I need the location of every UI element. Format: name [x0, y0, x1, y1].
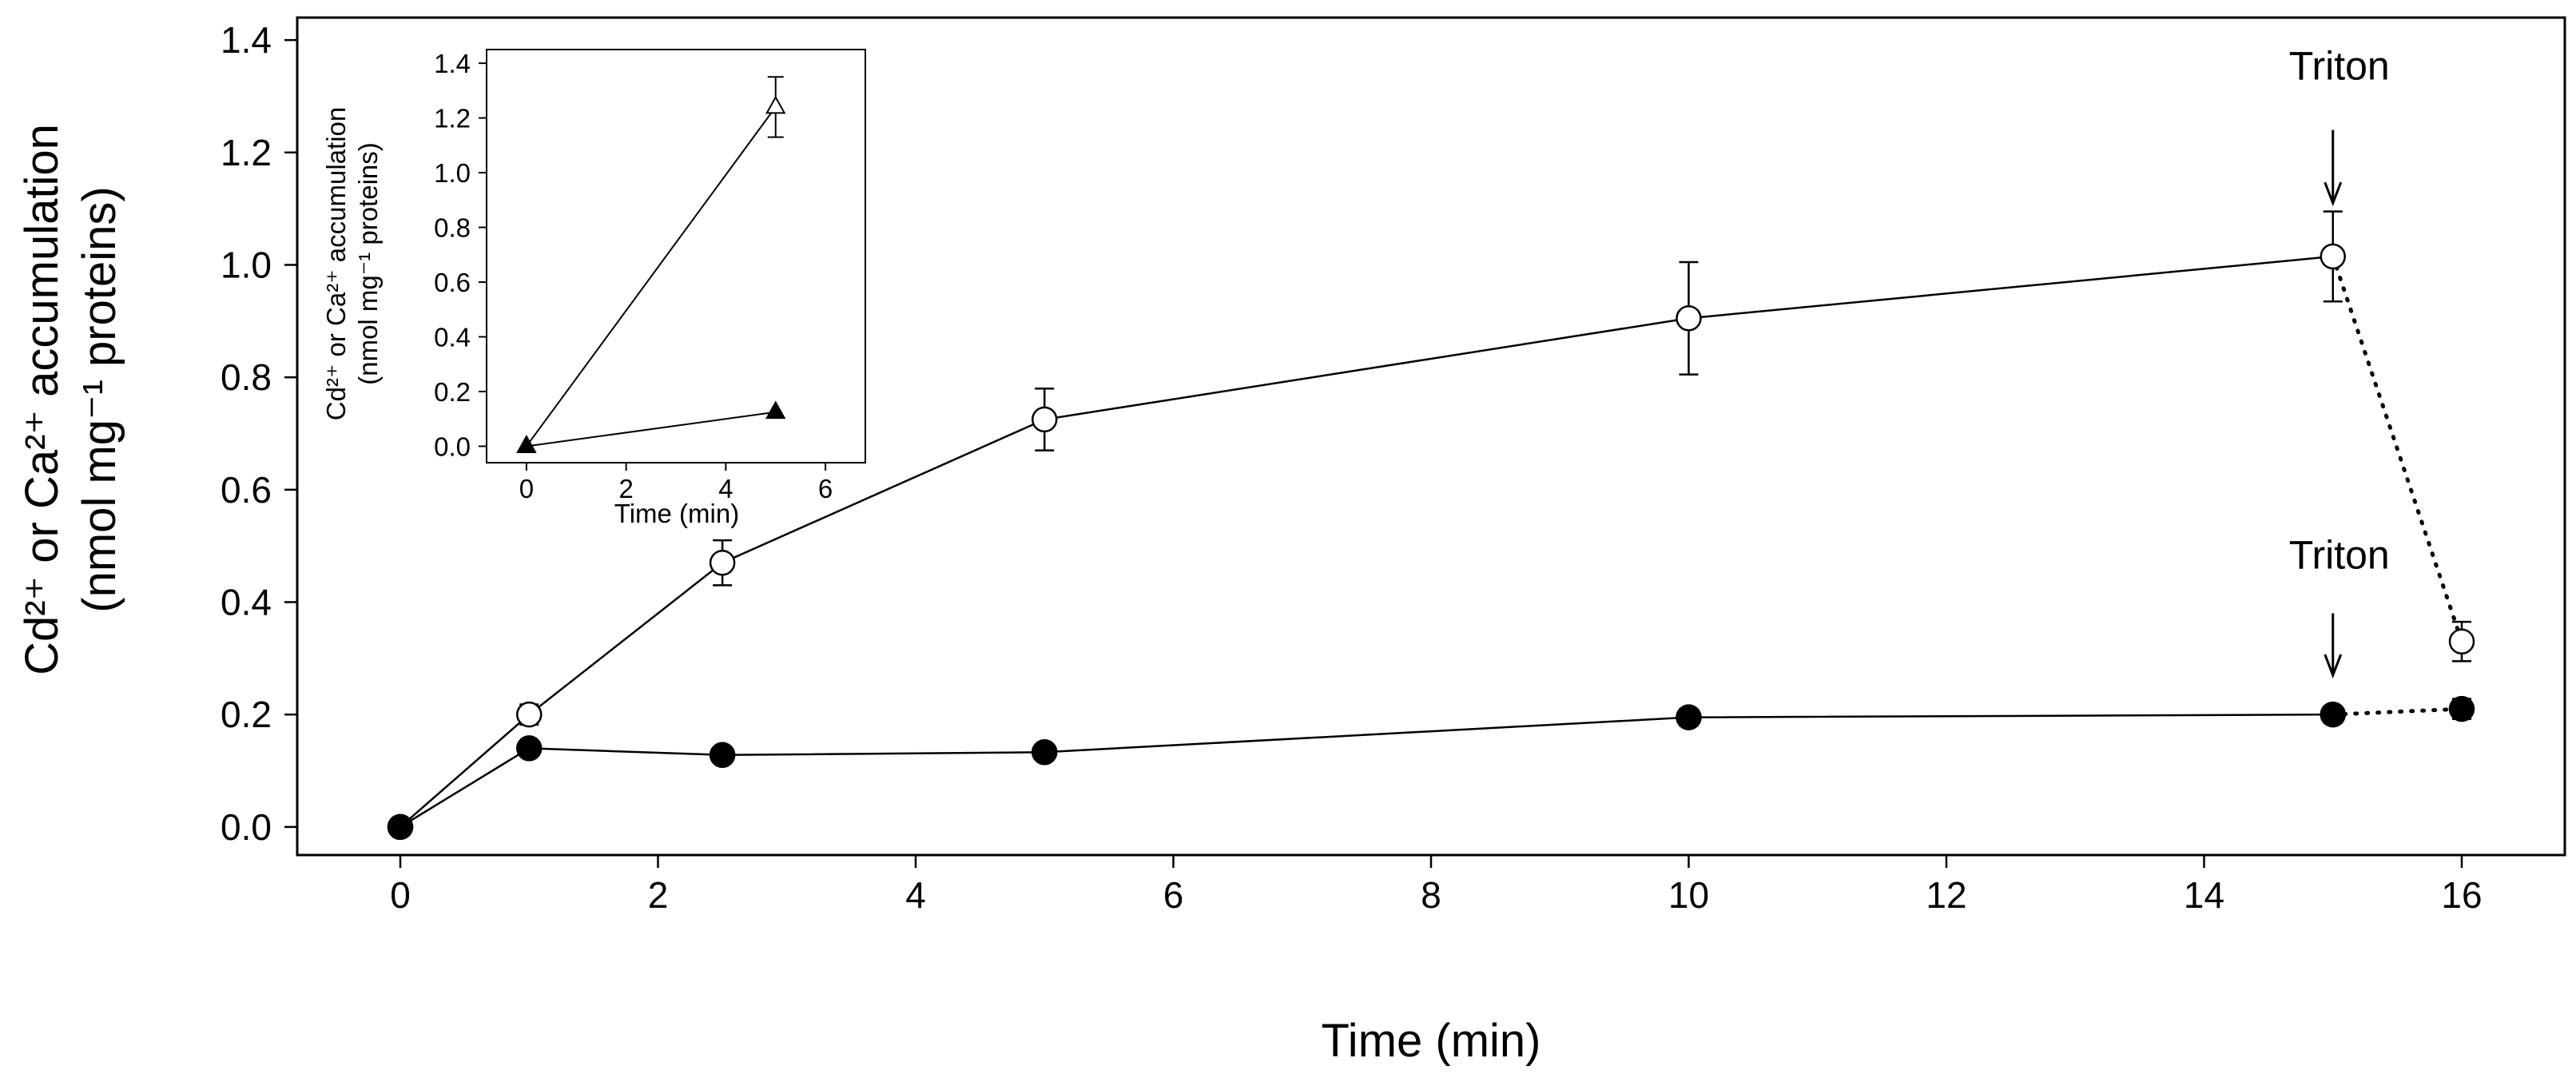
main-point-open-circle — [2320, 243, 2346, 270]
inset-y-tick-label: 0.0 — [434, 432, 471, 461]
main-series-line — [2331, 254, 2464, 644]
main-point-open-circle — [1032, 406, 1058, 433]
main-x-tick-label: 4 — [905, 874, 926, 916]
main-point-filled-circle — [516, 735, 543, 762]
main-y-tick-label: 0.8 — [221, 356, 272, 398]
main-y-tick-label: 1.2 — [221, 132, 272, 173]
inset-y-tick-label: 1.4 — [434, 49, 471, 78]
main-y-tick-label: 0.4 — [221, 581, 272, 623]
inset-x-tick-label: 4 — [718, 474, 733, 503]
main-point-filled-circle — [2320, 701, 2346, 728]
main-x-tick-label: 2 — [648, 874, 669, 916]
main-series-line — [2331, 706, 2464, 717]
main-y-axis-title-line2: (nmol mg⁻¹ proteins) — [74, 186, 125, 612]
main-y-axis-title-line1: Cd²⁺ or Ca²⁺ accumulation — [16, 124, 68, 675]
main-point-filled-circle — [709, 742, 736, 769]
inset-point-filled-triangle — [516, 435, 537, 453]
main-x-tick-label: 12 — [1926, 874, 1966, 916]
main-chart: 0 2 4 6 8 10 12 14 16 0.0 0.2 0.4 0.6 0.8 1.0 1.2 1.4 Tr… — [16, 16, 2566, 1067]
inset-point-open-triangle — [765, 95, 786, 114]
inset-series-line — [526, 106, 777, 448]
main-x-tick-label: 10 — [1668, 874, 1709, 916]
main-axes: 0 2 4 6 8 10 12 14 16 0.0 0.2 0.4 0.6 0.8 1.0 1.2 1.4 — [221, 19, 2483, 916]
main-y-tick-label: 0.0 — [221, 806, 272, 848]
main-point-filled-circle — [387, 813, 414, 841]
main-point-open-circle — [709, 550, 736, 576]
inset-y-tick-label: 0.6 — [434, 268, 471, 297]
main-x-tick-label: 14 — [2184, 874, 2224, 916]
main-point-open-circle — [2448, 628, 2475, 654]
main-y-tick-label: 1.4 — [221, 19, 272, 61]
main-y-tick-label: 0.6 — [221, 469, 272, 511]
main-series-line — [400, 255, 2333, 828]
triton-label: Triton — [2289, 43, 2390, 88]
inset-x-tick-label: 2 — [618, 474, 633, 503]
main-point-filled-circle — [1676, 704, 1702, 730]
inset-x-axis-title: Time (min) — [614, 499, 739, 528]
main-y-tick-label: 0.2 — [221, 694, 272, 735]
inset-y-tick-label: 0.2 — [434, 377, 471, 407]
main-x-axis-title: Time (min) — [1322, 1015, 1541, 1067]
inset-series-layer — [516, 76, 786, 453]
main-point-filled-circle — [1032, 739, 1058, 766]
inset-y-tick-label: 0.8 — [434, 213, 471, 243]
inset-y-axis-title-line1: Cd²⁺ or Ca²⁺ accumulation — [321, 107, 351, 420]
main-x-tick-label: 6 — [1163, 874, 1184, 916]
inset-y-tick-label: 1.0 — [434, 158, 471, 188]
inset-y-tick-label: 0.4 — [434, 323, 471, 352]
inset-y-axis-title-line2: (nmol mg⁻¹ proteins) — [353, 142, 383, 385]
triton-arrow-head — [2324, 181, 2343, 207]
inset-y-axis-title: Cd²⁺ or Ca²⁺ accumulation (nmol mg⁻¹ pro… — [321, 107, 383, 420]
main-series-layer — [387, 210, 2475, 841]
main-y-axis-title: Cd²⁺ or Ca²⁺ accumulation (nmol mg⁻¹ pro… — [16, 124, 125, 675]
main-plot-frame — [296, 16, 2566, 857]
main-annotations: Triton Triton — [2289, 43, 2390, 679]
inset-axes: 0 2 4 6 0.0 0.2 0.4 0.6 0.8 1.0 1.2 1.4 — [434, 49, 833, 503]
inset-point-filled-triangle — [765, 400, 786, 420]
main-x-tick-label: 16 — [2441, 874, 2482, 916]
main-y-tick-label: 1.0 — [221, 244, 272, 285]
inset-x-tick-label: 6 — [818, 474, 833, 503]
main-point-open-circle — [516, 701, 543, 728]
main-x-tick-label: 8 — [1421, 874, 1441, 916]
inset-plot-frame — [486, 49, 866, 463]
main-point-open-circle — [1676, 305, 1702, 332]
inset-y-tick-label: 1.2 — [434, 104, 471, 133]
main-x-tick-label: 0 — [390, 874, 411, 916]
triton-label: Triton — [2289, 532, 2390, 577]
inset-chart: 0 2 4 60.00.20.40.60.81.01.21.4 Time (min) … — [321, 49, 866, 528]
inset-series-line — [526, 411, 776, 448]
main-series-line — [400, 713, 2333, 828]
main-point-filled-circle — [2448, 695, 2475, 722]
triton-arrow-head — [2324, 654, 2343, 679]
inset-x-tick-label: 0 — [519, 474, 534, 503]
